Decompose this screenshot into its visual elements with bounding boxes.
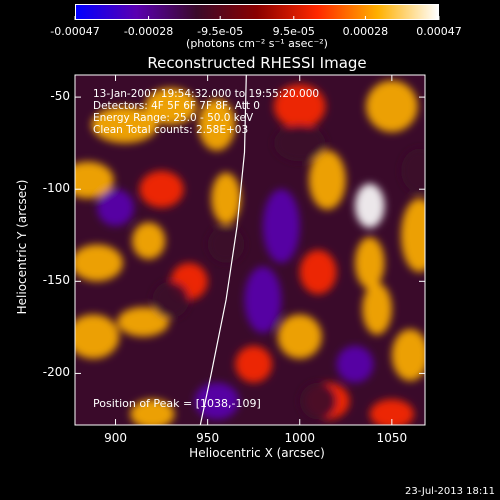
heatmap-blob — [366, 80, 418, 133]
heatmap-blob — [277, 314, 322, 359]
heatmap-blob — [211, 172, 241, 225]
footer-date: 23-Jul-2013 18:11 — [404, 486, 495, 497]
colorbar-ticks — [74, 16, 440, 20]
info-line-energy: Energy Range: 25.0 - 50.0 keV — [93, 112, 254, 124]
colorbar-tick-label: -0.00028 — [123, 25, 174, 38]
heatmap-blob — [355, 183, 385, 228]
heatmap-blob — [194, 382, 239, 420]
y-axis-label: Heliocentric Y (arcsec) — [15, 179, 29, 315]
heatmap-blob — [117, 307, 169, 337]
y-tick-label: -100 — [42, 181, 70, 196]
heatmap-blob — [244, 266, 282, 333]
plot-frame — [74, 74, 426, 426]
heatmap-blob — [235, 345, 273, 383]
info-line-counts: Clean Total counts: 2.58E+03 — [93, 124, 249, 136]
solar-limb-line — [199, 75, 247, 425]
heatmap-blob — [198, 98, 236, 151]
heatmap-blob — [75, 244, 123, 282]
heatmap-blob — [75, 314, 120, 359]
heatmap-blob — [391, 329, 425, 381]
heatmap-blob — [273, 124, 326, 162]
x-tick-label: 950 — [196, 431, 220, 445]
heatmap-blob — [369, 399, 414, 425]
x-tick-label: 1000 — [284, 431, 316, 445]
heatmap-blob — [355, 237, 385, 289]
heatmap-blob — [401, 148, 425, 193]
heatmap-blob — [299, 250, 337, 295]
heatmap-blob — [139, 170, 184, 208]
heatmap-blob — [130, 399, 175, 425]
heatmap-blob — [97, 189, 134, 227]
colorbar — [75, 4, 439, 20]
heatmap-blob — [75, 161, 114, 199]
heatmap-blob — [273, 84, 326, 129]
x-tick-label: 1050 — [376, 431, 408, 445]
peak-position-text: Position of Peak = [1038,-109] — [93, 397, 261, 410]
y-tick-label: -200 — [42, 365, 70, 380]
x-axis-label: Heliocentric X (arcsec) — [189, 446, 325, 460]
colorbar-tick-label: -0.00047 — [50, 25, 100, 38]
y-tick-label: -50 — [50, 89, 70, 104]
heatmap-blob — [152, 281, 190, 319]
colorbar-tick-label: 9.5e-05 — [272, 25, 315, 38]
heatmap-blob — [91, 106, 158, 144]
heatmap-blob — [336, 345, 374, 383]
colorbar-tick-label: 0.00047 — [416, 25, 462, 38]
info-line-time: 13-Jan-2007 19:54:32.000 to 19:55:20.000 — [93, 88, 320, 100]
heatmap-blob — [207, 226, 245, 263]
x-tick-label: 900 — [104, 431, 127, 445]
heatmap-blob — [308, 150, 346, 210]
colorbar-tick-label: -9.5e-05 — [197, 25, 244, 38]
y-tick-label: -150 — [42, 273, 70, 288]
heatmap-blob — [145, 87, 197, 125]
info-line-detectors: Detectors: 4F 5F 6F 7F 8F, Att 0 — [93, 100, 260, 112]
colorbar-unit-label: (photons cm⁻² s⁻¹ asec⁻²) — [186, 37, 328, 50]
heatmap-blob — [401, 198, 425, 273]
colorbar-tick-label: 0.00028 — [342, 25, 389, 38]
heatmap-blob — [362, 283, 392, 335]
heatmap-blob — [132, 222, 166, 260]
heatmap-blob — [299, 382, 337, 420]
chart-title: Reconstructed RHESSI Image — [147, 54, 367, 72]
heatmap-blob — [262, 189, 300, 263]
